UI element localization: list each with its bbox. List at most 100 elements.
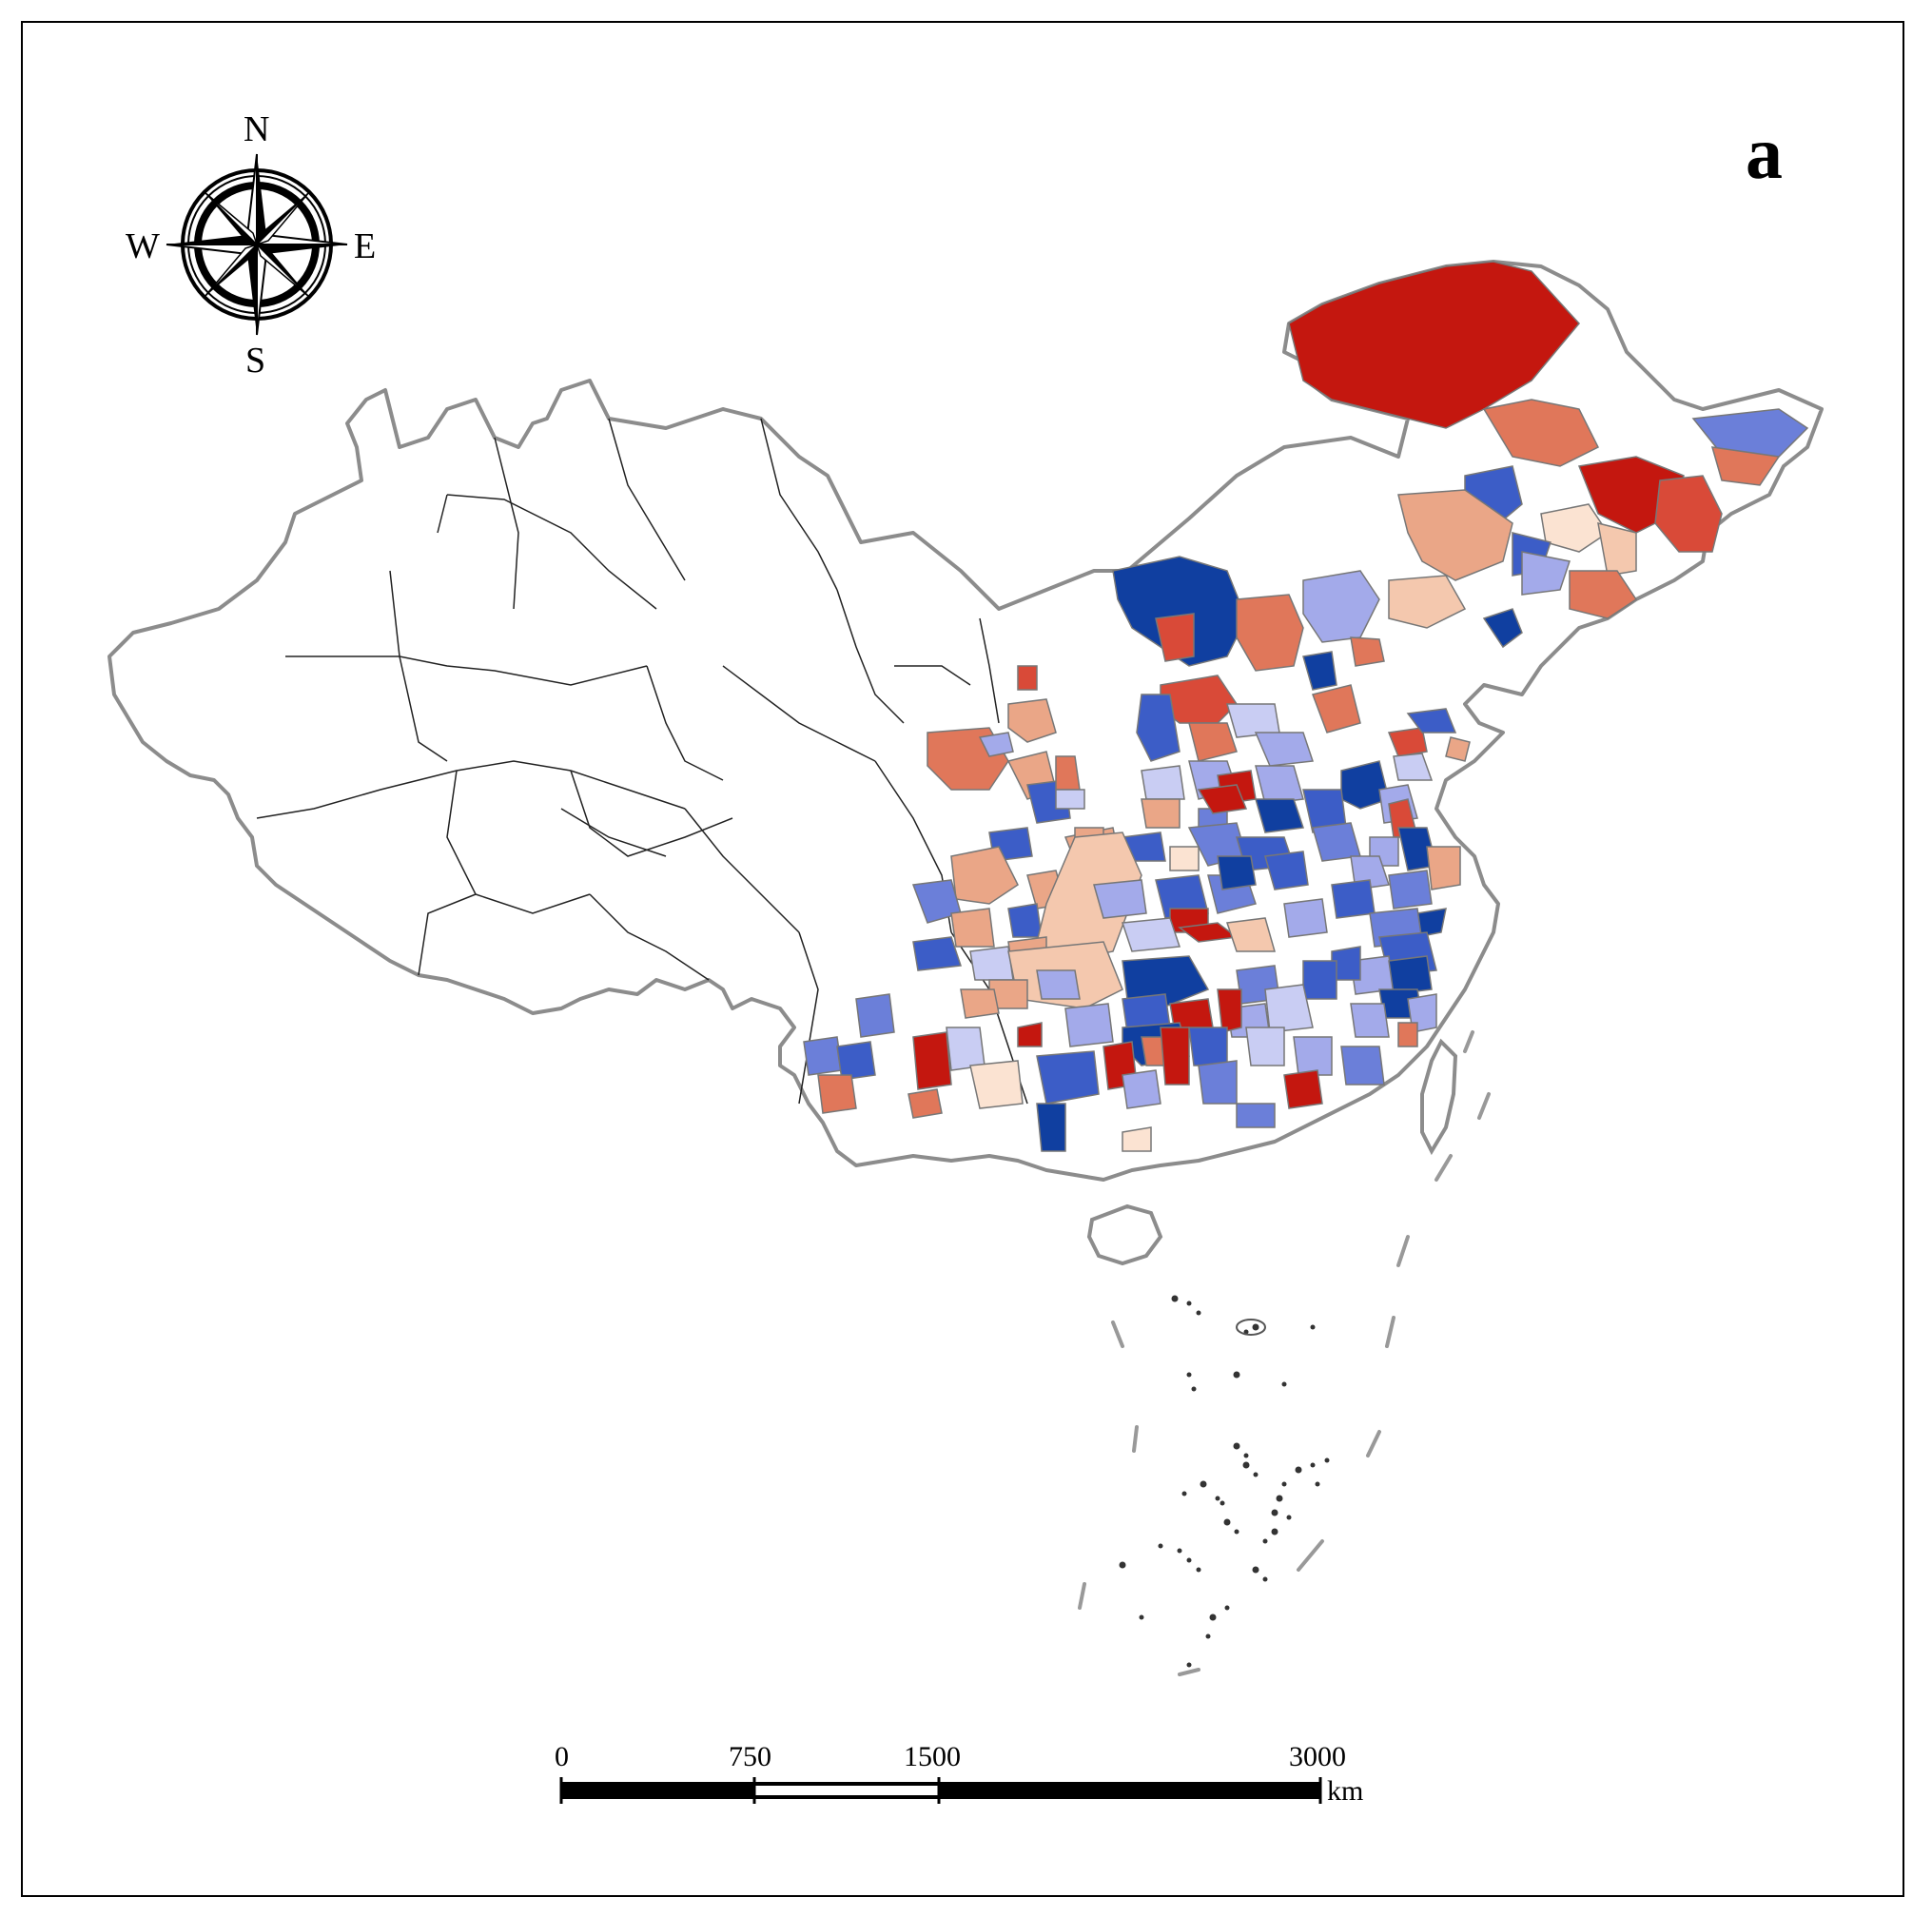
region-salmon-29 bbox=[1312, 684, 1361, 734]
island-dot-23 bbox=[1196, 1567, 1201, 1573]
region-mid-blue-128 bbox=[1198, 1060, 1238, 1105]
region-blue-63 bbox=[1007, 903, 1043, 938]
region-light-blue-43 bbox=[1255, 765, 1304, 805]
region-salmon-120 bbox=[907, 1088, 943, 1119]
region-pale-peach-9 bbox=[1540, 503, 1610, 553]
region-red-22 bbox=[1017, 665, 1038, 691]
region-pale-peach-133 bbox=[969, 1060, 1024, 1109]
region-light-salmon-75 bbox=[1426, 846, 1461, 890]
island-dot-4 bbox=[1252, 1323, 1259, 1331]
region-peach-87 bbox=[1225, 917, 1276, 952]
scale-bar bbox=[559, 1777, 1322, 1804]
compass-east-label: E bbox=[354, 226, 377, 266]
scale-tick-3000: 3000 bbox=[1289, 1741, 1346, 1772]
island-dot-30 bbox=[1315, 1481, 1320, 1487]
island-dot-7 bbox=[1200, 1480, 1207, 1488]
region-deep-red-129 bbox=[1283, 1069, 1323, 1109]
region-pale-blue-115 bbox=[1245, 1027, 1285, 1066]
region-salmon-124 bbox=[817, 1074, 857, 1114]
region-light-salmon-23 bbox=[1007, 698, 1057, 743]
region-light-blue-127 bbox=[1122, 1069, 1161, 1109]
region-pale-blue-32 bbox=[1393, 753, 1434, 781]
region-mid-blue-121 bbox=[803, 1036, 843, 1076]
region-light-salmon-77 bbox=[950, 908, 995, 948]
region-salmon-20 bbox=[1350, 636, 1385, 667]
region-light-blue-83 bbox=[1036, 969, 1081, 1000]
region-salmon-6 bbox=[1710, 446, 1781, 486]
region-red-4 bbox=[1654, 475, 1723, 553]
region-mid-blue-122 bbox=[855, 993, 895, 1038]
region-deep-blue-132 bbox=[1036, 1103, 1066, 1152]
scale-unit: km bbox=[1327, 1775, 1364, 1807]
island-dot-27 bbox=[1186, 1662, 1192, 1668]
maritime-dash-line bbox=[1078, 1030, 1491, 1676]
island-dot-5 bbox=[1243, 1329, 1249, 1335]
island-dot-32 bbox=[1262, 1576, 1268, 1582]
region-blue-125 bbox=[1036, 1050, 1100, 1105]
island-dot-3 bbox=[1196, 1310, 1201, 1316]
island-dot-15 bbox=[1324, 1457, 1330, 1463]
region-pale-blue-40 bbox=[1141, 765, 1185, 800]
island-dot-20 bbox=[1177, 1548, 1182, 1554]
region-deep-blue-58 bbox=[1255, 798, 1305, 833]
region-light-salmon-111 bbox=[960, 988, 1000, 1019]
region-mid-blue-74 bbox=[1388, 870, 1433, 910]
island-dot-12 bbox=[1281, 1481, 1287, 1487]
island-dot-40 bbox=[1271, 1509, 1278, 1516]
region-deep-red-118 bbox=[912, 1031, 952, 1090]
island-dot-33 bbox=[1220, 1500, 1225, 1506]
region-blue-71 bbox=[1264, 851, 1309, 890]
region-pale-blue-39 bbox=[1055, 789, 1085, 810]
region-salmon-25 bbox=[1188, 722, 1238, 762]
island-dot-8 bbox=[1181, 1491, 1187, 1496]
island-dot-13 bbox=[1295, 1466, 1302, 1474]
region-salmon-18 bbox=[1236, 594, 1304, 672]
region-salmon-2 bbox=[1482, 399, 1600, 467]
region-deep-blue-14 bbox=[1482, 608, 1523, 649]
island-dot-38 bbox=[1191, 1386, 1197, 1392]
island-reef bbox=[1236, 1319, 1266, 1336]
region-light-blue-96 bbox=[1350, 1003, 1390, 1038]
island-dot-10 bbox=[1242, 1461, 1250, 1469]
region-blue-78 bbox=[912, 936, 963, 971]
island-dot-28 bbox=[1276, 1495, 1283, 1502]
region-blue-123 bbox=[836, 1041, 876, 1081]
scale-tick-1500: 1500 bbox=[904, 1741, 961, 1772]
region-pale-peach-130 bbox=[1122, 1126, 1152, 1152]
region-salmon-38 bbox=[1055, 755, 1081, 791]
compass-west-label: W bbox=[126, 226, 160, 266]
south-sea-islands bbox=[1119, 1295, 1330, 1668]
island-dot-29 bbox=[1286, 1515, 1292, 1520]
region-pale-blue-86 bbox=[1121, 917, 1181, 952]
region-light-blue-88 bbox=[1283, 898, 1328, 938]
region-pale-blue-119 bbox=[946, 1027, 986, 1071]
region-deep-red-1 bbox=[1288, 261, 1580, 429]
island-dot-18 bbox=[1262, 1538, 1268, 1544]
region-light-salmon-51 bbox=[1141, 798, 1181, 829]
compass-south-label: S bbox=[245, 341, 266, 381]
region-blue-31 bbox=[1406, 708, 1457, 734]
island-dot-6 bbox=[1310, 1324, 1316, 1330]
region-light-blue-35 bbox=[978, 732, 1014, 757]
region-peach-15 bbox=[1388, 575, 1467, 629]
region-mid-blue-117 bbox=[1340, 1046, 1385, 1086]
region-light-blue-66 bbox=[1093, 879, 1147, 919]
compass-north-label: N bbox=[244, 109, 270, 149]
region-deep-blue-93 bbox=[1388, 955, 1433, 995]
region-deep-red-110 bbox=[1017, 1022, 1043, 1047]
island-dot-39 bbox=[1186, 1372, 1192, 1378]
island-dot-34 bbox=[1233, 1442, 1240, 1450]
island-dot-36 bbox=[1281, 1381, 1287, 1387]
island-dot-31 bbox=[1252, 1566, 1259, 1574]
region-salmon-13 bbox=[1569, 570, 1638, 619]
island-dot-35 bbox=[1243, 1453, 1249, 1458]
map-frame bbox=[21, 21, 1904, 1897]
island-dot-37 bbox=[1233, 1371, 1240, 1379]
region-blue-98 bbox=[1302, 960, 1337, 1000]
region-deep-red-106 bbox=[1217, 988, 1242, 1033]
region-blue-26 bbox=[1136, 694, 1181, 762]
region-pale-blue-79 bbox=[969, 946, 1014, 981]
island-dot-9 bbox=[1215, 1496, 1220, 1501]
island-dot-2 bbox=[1186, 1301, 1192, 1306]
